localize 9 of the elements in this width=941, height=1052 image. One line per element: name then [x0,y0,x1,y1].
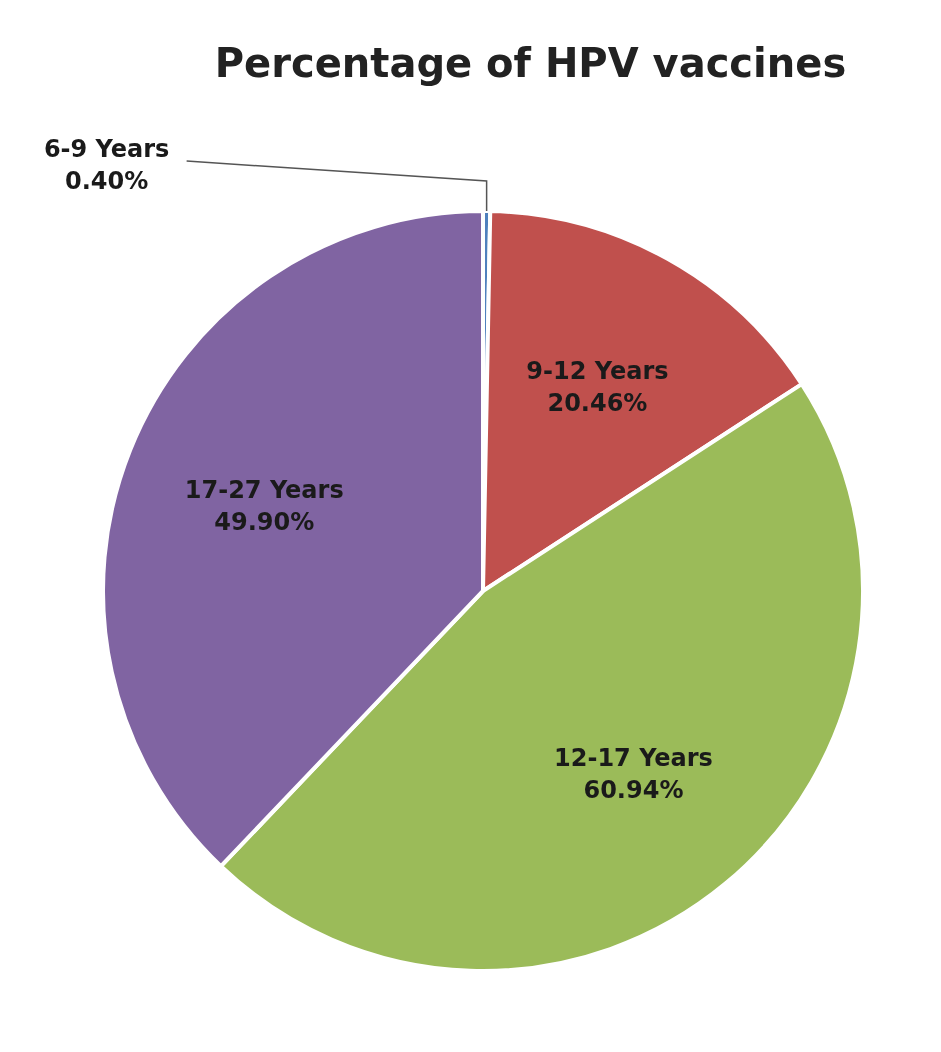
data-label: 49.90% [214,507,315,536]
data-label: 60.94% [583,776,684,805]
slice-label: 6-9 Years [43,135,170,164]
data-label: 0.40% [64,167,149,196]
slice-label: 9-12 Years [526,357,669,386]
chart-title: Percentage of HPV vaccines [213,40,848,86]
slice-label: 17-27 Years [184,475,344,504]
data-label: 20.46% [547,389,648,418]
slice-label: 12-17 Years [554,744,713,773]
